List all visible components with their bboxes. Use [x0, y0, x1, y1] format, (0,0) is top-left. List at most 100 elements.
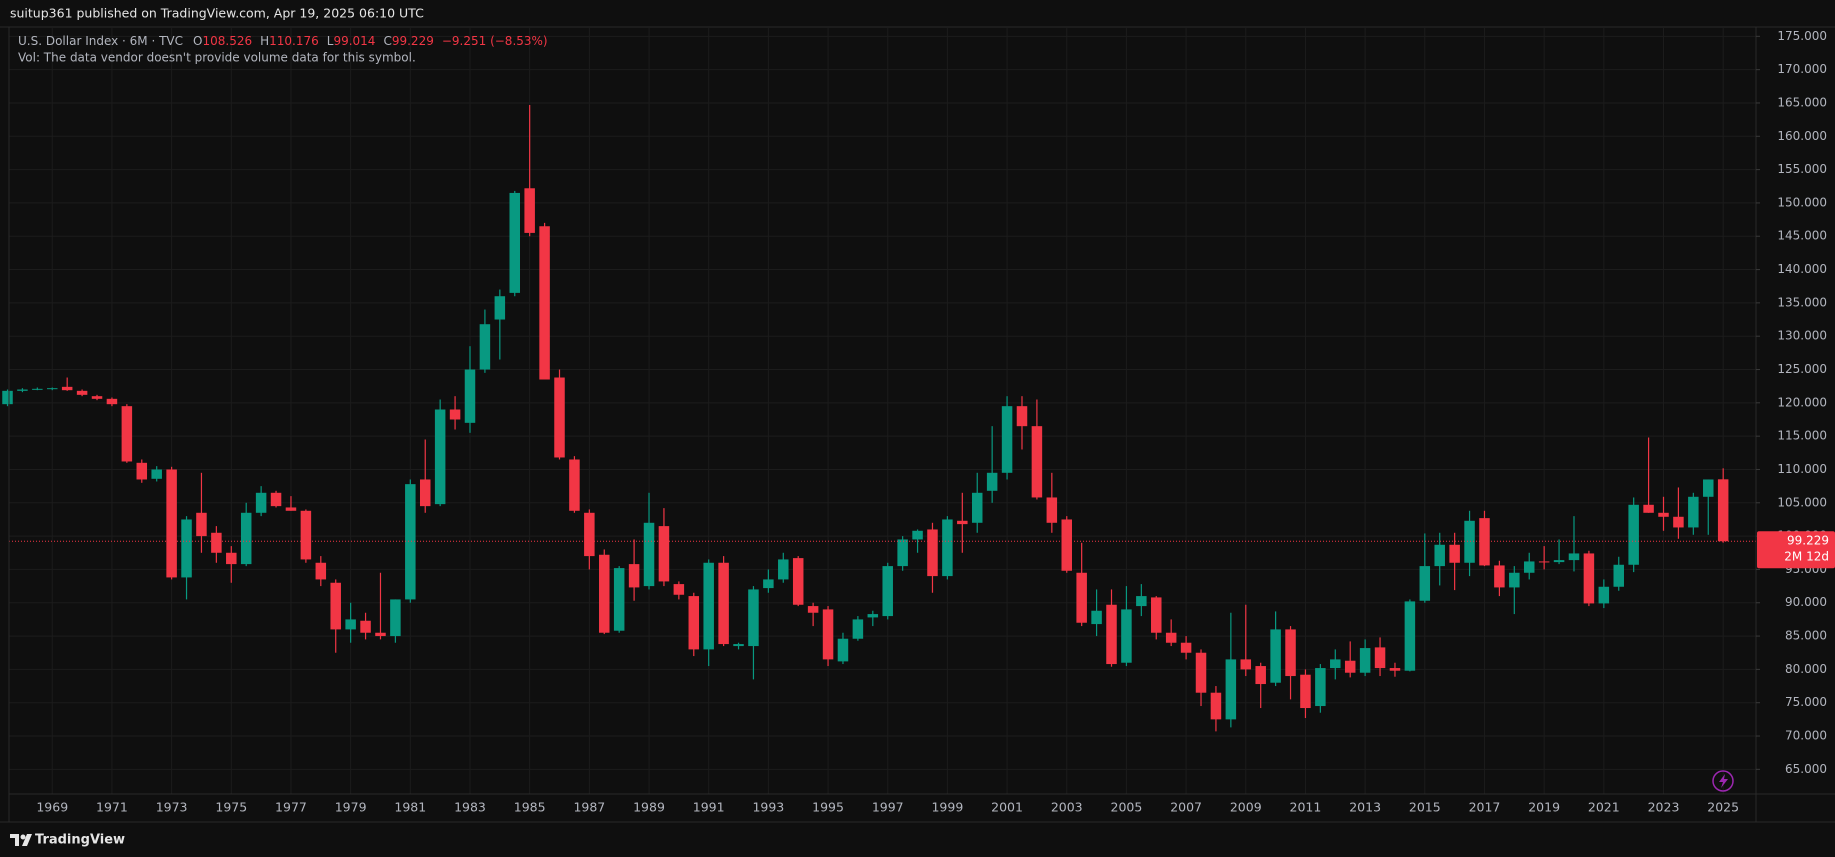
candle-body	[1717, 479, 1729, 542]
candle-body	[1076, 572, 1087, 623]
candle-body	[613, 568, 625, 631]
x-tick-label: 1993	[752, 800, 784, 815]
candle-body	[1270, 629, 1281, 683]
ohlc-prefix: H	[260, 34, 269, 48]
x-tick-label: 2013	[1349, 800, 1381, 815]
candle-body	[733, 644, 744, 647]
ohlc-prefix: C	[383, 34, 391, 48]
y-tick-label: 165.000	[1777, 95, 1827, 109]
candle-body	[643, 522, 655, 587]
candle-body	[1091, 610, 1102, 625]
candle-body	[1568, 553, 1580, 561]
x-tick-label: 1989	[633, 800, 665, 815]
legend: U.S. Dollar Index · 6M · TVC O108.526 H110…	[18, 34, 548, 65]
y-tick-label: 90.000	[1785, 595, 1827, 609]
candle-body	[1225, 659, 1237, 720]
close-value: 99.229	[392, 34, 434, 48]
candle-body	[1658, 512, 1669, 517]
y-tick-label: 175.000	[1777, 29, 1827, 43]
plot-area	[2, 27, 1756, 794]
high-value: 110.176	[269, 34, 319, 48]
candle-body	[792, 558, 804, 605]
candle-body	[688, 596, 700, 650]
candle-body	[1165, 632, 1177, 643]
candle-body	[181, 519, 192, 578]
candle-body	[867, 614, 879, 618]
candle-body	[599, 554, 610, 633]
candle-body	[912, 530, 923, 540]
candle-body	[226, 552, 237, 565]
candle-body	[1180, 642, 1192, 653]
candle-body	[1240, 659, 1252, 670]
candle-body	[1494, 565, 1505, 588]
candle-body	[852, 619, 864, 639]
candle-body	[986, 472, 998, 491]
candle-body	[47, 388, 58, 390]
x-tick-label: 2023	[1648, 800, 1680, 815]
candle-body	[1374, 647, 1386, 669]
change-value: −9.251 (−8.53%)	[442, 34, 548, 48]
candle-body	[1285, 629, 1296, 677]
y-tick-label: 145.000	[1777, 229, 1827, 243]
x-tick-label: 2011	[1290, 800, 1322, 815]
y-tick-label: 140.000	[1777, 262, 1827, 276]
candle-body	[1001, 406, 1013, 473]
low-value: 99.014	[333, 34, 375, 48]
x-tick-label: 1973	[156, 800, 188, 815]
candle-body	[1449, 544, 1460, 563]
y-tick-label: 150.000	[1777, 195, 1827, 209]
candle-body	[494, 296, 506, 320]
candle-body	[763, 579, 774, 589]
symbol-title: U.S. Dollar Index · 6M · TVC	[18, 34, 183, 48]
candle-body	[539, 226, 550, 380]
candle-body	[658, 526, 670, 582]
candle-body	[1673, 516, 1684, 528]
published-note: suitup361 published on TradingView.com, …	[10, 6, 424, 21]
candle-body	[196, 512, 207, 537]
candle-body	[1344, 660, 1356, 673]
candle-body	[554, 377, 565, 458]
ohlc-prefix: L	[327, 34, 334, 48]
candle-body	[17, 389, 28, 391]
candle-body	[330, 582, 341, 630]
x-tick-label: 2021	[1588, 800, 1620, 815]
candle-body	[1136, 596, 1147, 607]
candle-body	[405, 484, 416, 600]
candle-body	[121, 406, 133, 462]
ohlc-prefix: O	[193, 34, 202, 48]
y-tick-label: 120.000	[1777, 395, 1827, 409]
candle-body	[1151, 597, 1162, 633]
y-tick-label: 135.000	[1777, 295, 1827, 309]
candle-body	[255, 492, 267, 513]
candle-body	[464, 369, 476, 423]
candle-body	[240, 512, 252, 565]
candle-body	[971, 492, 983, 523]
x-tick-label: 1969	[36, 800, 68, 815]
x-tick-label: 2001	[991, 800, 1023, 815]
x-tick-label: 1975	[215, 800, 247, 815]
candle-body	[882, 566, 893, 617]
candle-body	[479, 324, 491, 370]
y-tick-label: 155.000	[1777, 162, 1827, 176]
candle-body	[703, 562, 714, 650]
candle-body	[509, 192, 520, 293]
candle-body	[1404, 601, 1416, 671]
candle-body	[434, 409, 446, 505]
candle-body	[32, 388, 43, 390]
candle-body	[1643, 504, 1654, 513]
candle-body	[1434, 544, 1445, 567]
candle-body	[2, 390, 13, 405]
candle-body	[1315, 668, 1326, 707]
candle-body	[927, 529, 938, 577]
x-tick-label: 2017	[1469, 800, 1501, 815]
candle-body	[628, 564, 640, 588]
y-tick-label: 85.000	[1785, 629, 1827, 643]
candle-body	[718, 562, 729, 645]
countdown-label: 2M 12d	[1784, 550, 1829, 564]
candle-body	[1538, 561, 1550, 563]
candle-body	[1330, 659, 1341, 669]
y-tick-label: 125.000	[1777, 362, 1827, 376]
candle-body	[807, 606, 819, 613]
y-tick-label: 70.000	[1785, 729, 1827, 743]
